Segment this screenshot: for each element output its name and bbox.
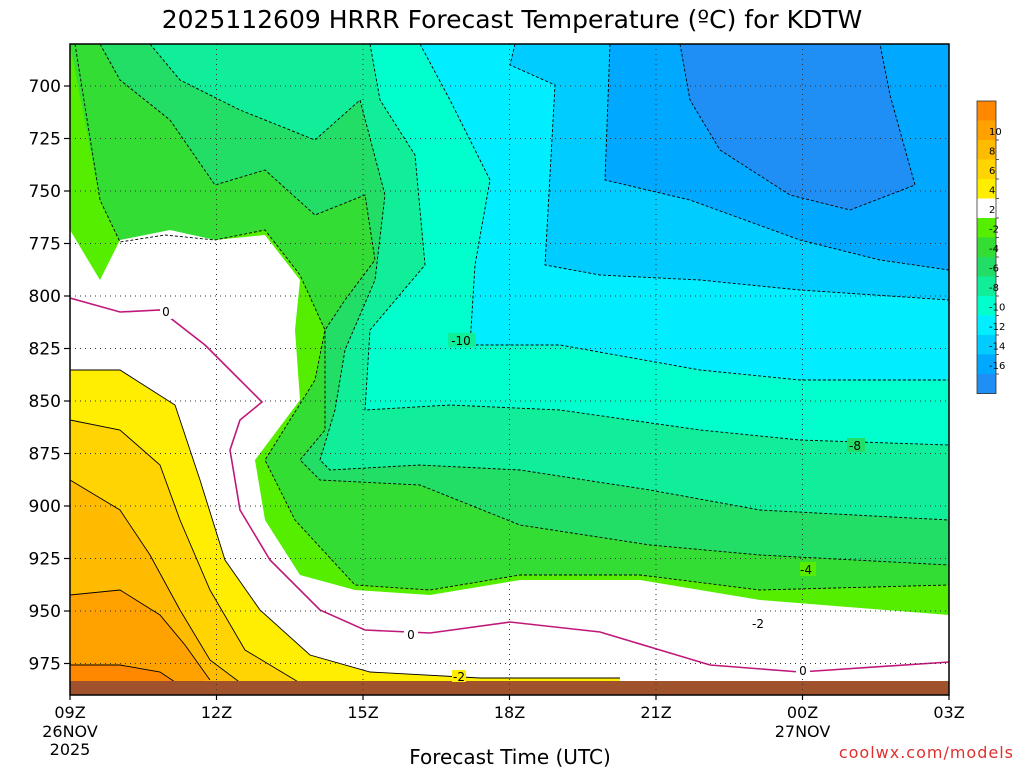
contour-label-minus-2: -2 — [752, 617, 764, 631]
colorbar-swatch — [977, 237, 996, 258]
chart-title: 2025112609 HRRR Forecast Temperature (ºC… — [162, 5, 863, 34]
y-tick-label: 700 — [29, 77, 61, 97]
credit-text: coolwx.com/models — [839, 743, 1014, 762]
contour-minus-14 — [604, 44, 949, 271]
contour-minus-4 — [99, 44, 949, 566]
colorbar-swatch — [977, 198, 996, 219]
contour-zero — [70, 297, 949, 673]
colorbar-tick-label: 8 — [989, 147, 995, 158]
y-tick-label: 875 — [29, 445, 61, 465]
contour-minus-12 — [509, 44, 949, 301]
colorbar-swatch — [977, 257, 996, 277]
contour-minus-16 — [679, 44, 916, 211]
colorbar-swatch — [977, 315, 996, 336]
contour-labels: 0 -10 -8 -4 -2 0 -2 0 — [160, 305, 865, 684]
colorbar-swatch — [977, 120, 996, 141]
x-tick-label: 12Z — [201, 703, 232, 722]
x-tick-label: 00Z — [787, 703, 818, 722]
contour-label-plus-2: -2 — [453, 670, 465, 684]
gridlines — [70, 44, 949, 695]
y-tick-label: 800 — [29, 287, 61, 307]
contour-label-zero-upper: 0 — [162, 305, 170, 319]
contour-lines — [70, 44, 949, 691]
ground-surface — [70, 681, 949, 695]
contour-label-zero-lower: 0 — [407, 628, 415, 642]
colorbar-tick-label: 6 — [989, 166, 995, 177]
y-tick-label: 850 — [29, 392, 61, 412]
colorbar-tick-label: 2 — [989, 205, 995, 216]
x-tick-date: 26NOV — [42, 722, 98, 741]
colorbar-swatch — [977, 276, 996, 297]
colorbar: 10 8 6 4 2 -2 -4 -6 -8 -10 -12 -14 -16 — [976, 100, 1005, 394]
colorbar-swatch — [977, 354, 996, 375]
y-axis: 700 725 750 775 800 825 850 875 900 925 950 975 — [29, 77, 70, 675]
x-tick-date: 27NOV — [775, 722, 831, 741]
contour-minus-6 — [149, 44, 949, 521]
colorbar-tick-label: -8 — [989, 283, 999, 294]
y-tick-label: 750 — [29, 182, 61, 202]
contour-plus-10 — [70, 664, 176, 683]
colorbar-swatch — [977, 159, 996, 180]
x-tick-label: 21Z — [640, 703, 671, 722]
colorbar-swatch — [977, 374, 996, 394]
colorbar-tick-label: -2 — [989, 225, 999, 236]
contour-minus-2 — [74, 44, 949, 591]
x-tick-label: 15Z — [347, 703, 378, 722]
y-tick-label: 775 — [29, 235, 61, 255]
temperature-fill-layer — [70, 44, 949, 695]
colorbar-tick-label: -12 — [989, 322, 1005, 333]
colorbar-tick-label: -6 — [989, 264, 999, 275]
x-tick-label: 18Z — [494, 703, 525, 722]
colorbar-frame — [976, 100, 997, 394]
colorbar-swatch — [977, 140, 996, 160]
contour-plus-4 — [70, 419, 301, 684]
y-tick-label: 925 — [29, 550, 61, 570]
x-tick-label: 03Z — [933, 703, 964, 722]
y-tick-label: 950 — [29, 602, 61, 622]
contour-minus-8 — [364, 44, 949, 446]
x-axis-label: Forecast Time (UTC) — [409, 745, 611, 768]
x-tick-year: 2025 — [50, 740, 91, 759]
colorbar-tick-label: -16 — [989, 361, 1005, 372]
colorbar-swatch — [977, 335, 996, 355]
colorbar-tick-label: 4 — [989, 186, 995, 197]
contour-label-zero-right: 0 — [799, 664, 807, 678]
colorbar-swatch — [977, 101, 996, 121]
band-light-green — [70, 44, 949, 695]
y-tick-label: 975 — [29, 655, 61, 675]
y-tick-label: 725 — [29, 130, 61, 150]
colorbar-tick-label: -14 — [989, 342, 1005, 353]
colorbar-swatch — [977, 218, 996, 238]
contour-label-minus-4: -4 — [800, 563, 812, 577]
x-tick-label: 09Z — [54, 703, 85, 722]
contour-plus-2 — [70, 369, 620, 679]
colorbar-tick-label: -10 — [989, 303, 1005, 314]
colorbar-tick-label: 10 — [989, 127, 1002, 138]
y-tick-label: 825 — [29, 340, 61, 360]
colorbar-tick-label: -4 — [989, 244, 999, 255]
contour-label-minus-8: -8 — [849, 439, 861, 453]
contour-plus-8 — [70, 589, 211, 681]
colorbar-swatch — [977, 179, 996, 199]
y-tick-label: 900 — [29, 497, 61, 517]
contour-label-minus-10: -10 — [451, 334, 471, 348]
colorbar-swatch — [977, 296, 996, 316]
